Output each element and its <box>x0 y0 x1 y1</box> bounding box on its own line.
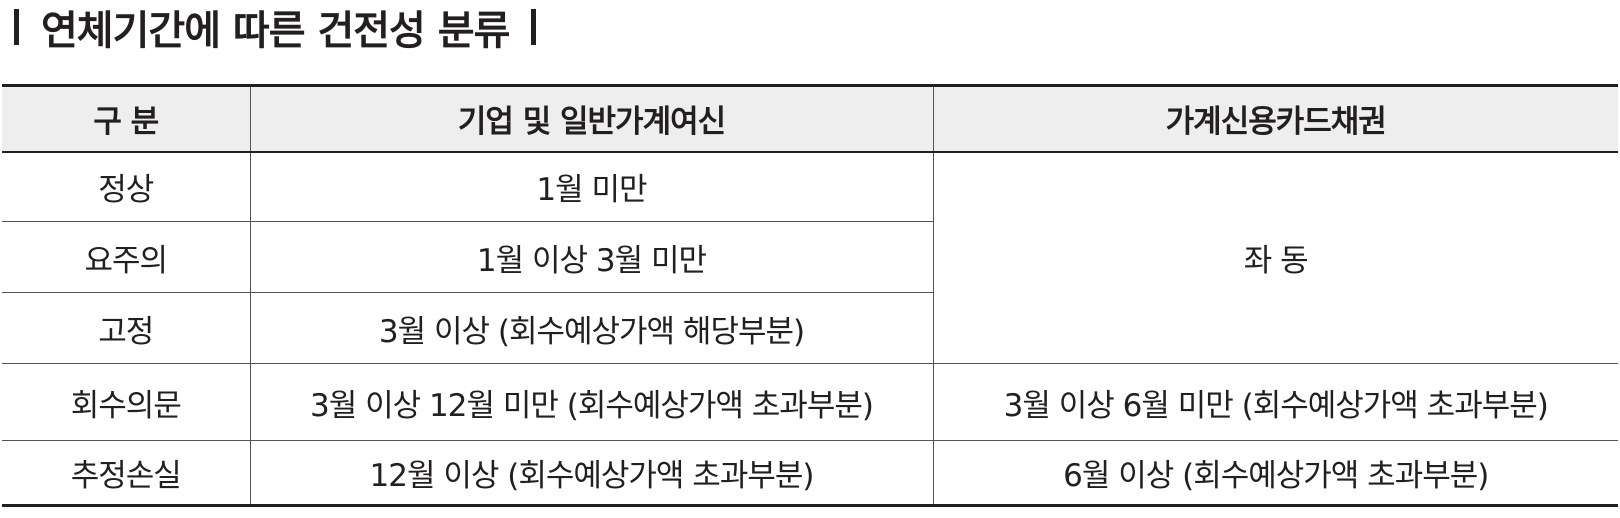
row-category: 고정 <box>2 292 250 364</box>
table-row: 추정손실 12월 이상 (회수예상가액 초과부분) 6월 이상 (회수예상가액 … <box>2 440 1618 506</box>
row-corporate-household: 1월 이상 3월 미만 <box>249 221 933 293</box>
row-credit-card: 3월 이상 6월 미만 (회수예상가액 초과부분) <box>932 363 1618 441</box>
row-corporate-household: 12월 이상 (회수예상가액 초과부분) <box>249 440 933 506</box>
row-category: 정상 <box>98 172 154 209</box>
row-credit-card: 6월 이상 (회수예상가액 초과부분) <box>932 440 1618 506</box>
row-corporate-household: 3월 이상 (회수예상가액 해당부분) <box>249 292 933 364</box>
title-right-bar <box>531 9 537 45</box>
header-category: 구 분 <box>2 85 250 153</box>
table-row: 정상 1월 미만 좌 동 <box>2 151 1618 364</box>
title-text: 연체기간에 따른 건전성 분류 <box>41 8 510 54</box>
header-corporate-household: 기업 및 일반가계여신 <box>249 85 933 153</box>
row-corporate-household: 3월 이상 12월 미만 (회수예상가액 초과부분) <box>249 363 933 441</box>
title-left-bar <box>14 9 19 45</box>
page-title: 연체기간에 따른 건전성 분류 <box>14 2 537 54</box>
merged-credit-card-cell: 좌 동 <box>932 151 1618 364</box>
row-category: 요주의 <box>2 221 250 293</box>
header-credit-card: 가계신용카드채권 <box>932 85 1618 153</box>
table-row: 회수의문 3월 이상 12월 미만 (회수예상가액 초과부분) 3월 이상 6월… <box>2 363 1618 441</box>
table-header-row: 구 분 기업 및 일반가계여신 가계신용카드채권 <box>2 85 1618 153</box>
classification-table: 구 분 기업 및 일반가계여신 가계신용카드채권 정상 1월 미만 좌 동 요주… <box>2 84 1618 507</box>
row-category: 회수의문 <box>2 363 250 441</box>
table-row: 고정 3월 이상 (회수예상가액 해당부분) <box>2 292 1618 364</box>
row-category: 추정손실 <box>2 440 250 506</box>
table-row: 요주의 1월 이상 3월 미만 <box>2 221 1618 293</box>
row-corporate-household: 1월 미만 <box>249 151 933 222</box>
